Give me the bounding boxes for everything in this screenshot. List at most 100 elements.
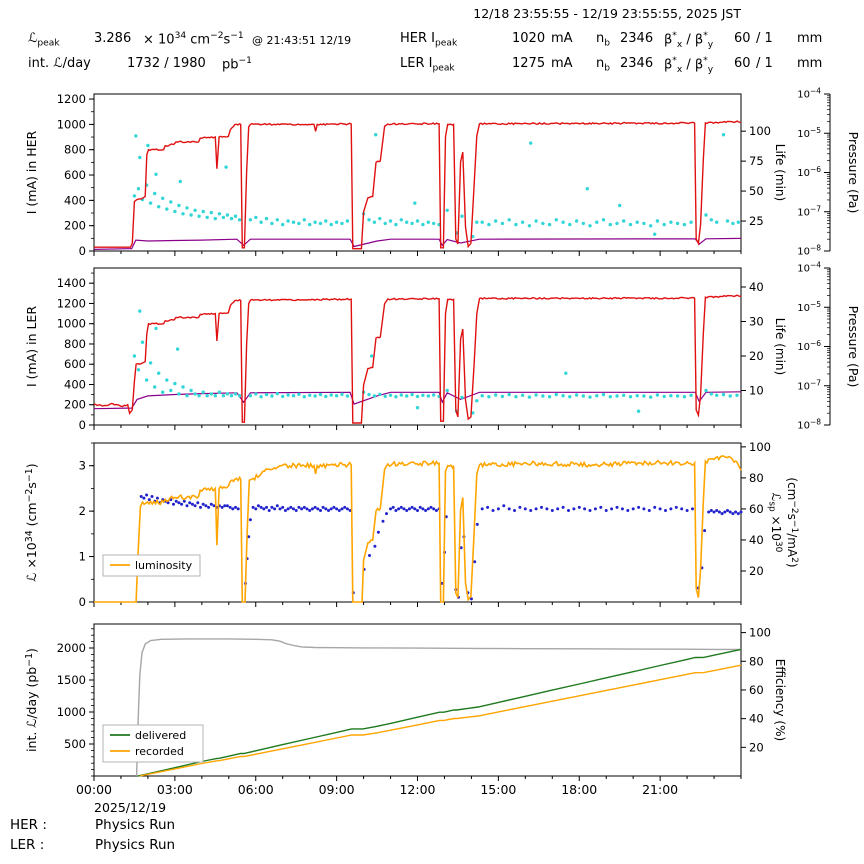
svg-text:0: 0 bbox=[79, 595, 86, 609]
svg-text:10−5: 10−5 bbox=[797, 126, 821, 140]
ler-beta-slash: / 1 bbox=[756, 56, 773, 71]
svg-text:ℒ ×1034 (cm−2s−1): ℒ ×1034 (cm−2s−1) bbox=[24, 463, 39, 581]
svg-text:Life (min): Life (min) bbox=[773, 144, 787, 201]
her-beta-unit: mm bbox=[797, 31, 823, 46]
ler-ipeak-label: LER Ipeak bbox=[400, 56, 455, 74]
svg-text:20: 20 bbox=[749, 564, 764, 578]
svg-text:75: 75 bbox=[749, 154, 764, 168]
x-date-label: 2025/12/19 bbox=[94, 800, 166, 815]
svg-text:Efficiency (%): Efficiency (%) bbox=[773, 659, 787, 741]
her-beta-value: 60 bbox=[734, 31, 751, 46]
ler-run-value: Physics Run bbox=[95, 837, 176, 853]
svg-text:10: 10 bbox=[749, 383, 764, 397]
svg-text:10−5: 10−5 bbox=[797, 300, 821, 314]
her-ipeak-label: HER Ipeak bbox=[400, 31, 458, 49]
lpeak-unit: × 1034 cm−2s−1 bbox=[143, 31, 244, 48]
svg-text:I (mA) in HER: I (mA) in HER bbox=[24, 130, 39, 214]
ler-ipeak-value: 1275 bbox=[512, 56, 546, 71]
her-ipeak-value: 1020 bbox=[512, 31, 546, 46]
svg-text:600: 600 bbox=[64, 168, 86, 182]
lumi-panel: 0 1 2 3 ℒ ×1034 (cm−2s−1) 20 40 60 80 100 ℒsp ×103… bbox=[24, 440, 799, 609]
svg-text:30: 30 bbox=[749, 314, 764, 328]
her-run-value: Physics Run bbox=[95, 817, 176, 833]
svg-text:Life (min): Life (min) bbox=[773, 318, 787, 375]
svg-text:10−4: 10−4 bbox=[797, 261, 821, 275]
svg-text:200: 200 bbox=[64, 219, 86, 233]
her-nb-label: nb bbox=[596, 31, 611, 49]
svg-text:100: 100 bbox=[749, 440, 771, 454]
her-frame bbox=[93, 93, 742, 252]
lumi-frame bbox=[93, 442, 742, 603]
x-tick-label: 00:00 bbox=[76, 782, 112, 797]
svg-text:40: 40 bbox=[749, 280, 764, 294]
ler-beta-unit: mm bbox=[797, 56, 823, 71]
ler-nb-label: nb bbox=[596, 56, 611, 74]
svg-text:800: 800 bbox=[64, 337, 86, 351]
svg-text:10−7: 10−7 bbox=[797, 204, 821, 218]
her-nb-value: 2346 bbox=[620, 31, 654, 46]
her-lifetime-scatter bbox=[132, 133, 740, 239]
svg-text:40: 40 bbox=[749, 712, 764, 726]
svg-text:1500: 1500 bbox=[57, 673, 86, 687]
svg-text:0: 0 bbox=[79, 244, 86, 258]
svg-text:3: 3 bbox=[79, 459, 86, 473]
integrated-panel: 500 1000 1500 2000 int. ℒ/day (pb−1) 20 40 60 80… bbox=[24, 623, 787, 781]
svg-text:800: 800 bbox=[64, 143, 86, 157]
svg-text:20: 20 bbox=[749, 349, 764, 363]
integrated-legend bbox=[102, 724, 204, 763]
lpeak-value: 3.286 bbox=[94, 31, 132, 46]
svg-text:100: 100 bbox=[749, 124, 771, 138]
svg-text:200: 200 bbox=[64, 398, 86, 412]
her-beta-slash: / 1 bbox=[756, 31, 773, 46]
lpeak-label: ℒpeak bbox=[28, 31, 60, 49]
svg-text:60: 60 bbox=[749, 683, 764, 697]
svg-text:1200: 1200 bbox=[57, 296, 86, 310]
svg-text:60: 60 bbox=[749, 502, 764, 516]
svg-text:1200: 1200 bbox=[57, 92, 86, 106]
ler-panel: 0 200 400 600 800 1000 1200 1400 I (mA) in LER 10… bbox=[24, 261, 861, 433]
her-beta-label: β*x / β*y bbox=[664, 31, 714, 50]
svg-text:500: 500 bbox=[64, 737, 86, 751]
efficiency-line bbox=[135, 638, 742, 777]
svg-text:600: 600 bbox=[64, 357, 86, 371]
svg-text:25: 25 bbox=[749, 214, 764, 228]
ler-beta-value: 60 bbox=[734, 56, 751, 71]
recorded-line bbox=[139, 664, 742, 777]
svg-text:80: 80 bbox=[749, 654, 764, 668]
her-current-line bbox=[94, 120, 742, 250]
lumi-legend bbox=[102, 554, 201, 577]
svg-text:I (mA) in LER: I (mA) in LER bbox=[24, 306, 39, 387]
x-tick-label: 12:00 bbox=[399, 782, 435, 797]
ler-lifetime-scatter bbox=[132, 309, 739, 415]
her-ipeak-unit: mA bbox=[551, 31, 573, 46]
svg-text:10−6: 10−6 bbox=[797, 165, 821, 179]
intlumi-label: int. ℒ/day bbox=[28, 56, 91, 71]
her-panel: 0 200 400 600 800 1000 1200 I (mA) in HER 25 50 75… bbox=[24, 87, 861, 259]
svg-text:10−6: 10−6 bbox=[797, 339, 821, 353]
ler-run-label: LER : bbox=[10, 837, 45, 853]
svg-text:luminosity: luminosity bbox=[135, 559, 193, 572]
ler-frame bbox=[93, 267, 742, 426]
svg-text:delivered: delivered bbox=[135, 729, 186, 742]
ler-beta-label: β*x / β*y bbox=[664, 56, 714, 75]
ler-nb-value: 2346 bbox=[620, 56, 654, 71]
x-tick-label: 18:00 bbox=[561, 782, 597, 797]
svg-text:1: 1 bbox=[79, 550, 86, 564]
svg-text:80: 80 bbox=[749, 471, 764, 485]
x-tick-label: 06:00 bbox=[238, 782, 274, 797]
ler-current-line bbox=[93, 294, 742, 424]
svg-text:100: 100 bbox=[749, 626, 771, 640]
x-tick-label: 15:00 bbox=[480, 782, 516, 797]
delivered-line bbox=[137, 648, 742, 777]
svg-text:Pressure (Pa): Pressure (Pa) bbox=[846, 306, 861, 388]
svg-text:1400: 1400 bbox=[57, 276, 86, 290]
svg-text:1000: 1000 bbox=[57, 117, 86, 131]
svg-text:400: 400 bbox=[64, 193, 86, 207]
svg-text:10−4: 10−4 bbox=[797, 87, 821, 101]
svg-text:20: 20 bbox=[749, 740, 764, 754]
svg-text:50: 50 bbox=[749, 184, 764, 198]
specific-luminosity-scatter bbox=[139, 493, 743, 601]
svg-text:2: 2 bbox=[79, 504, 86, 518]
date-range: 12/18 23:55:55 - 12/19 23:55:55, 2025 JS… bbox=[473, 6, 741, 21]
